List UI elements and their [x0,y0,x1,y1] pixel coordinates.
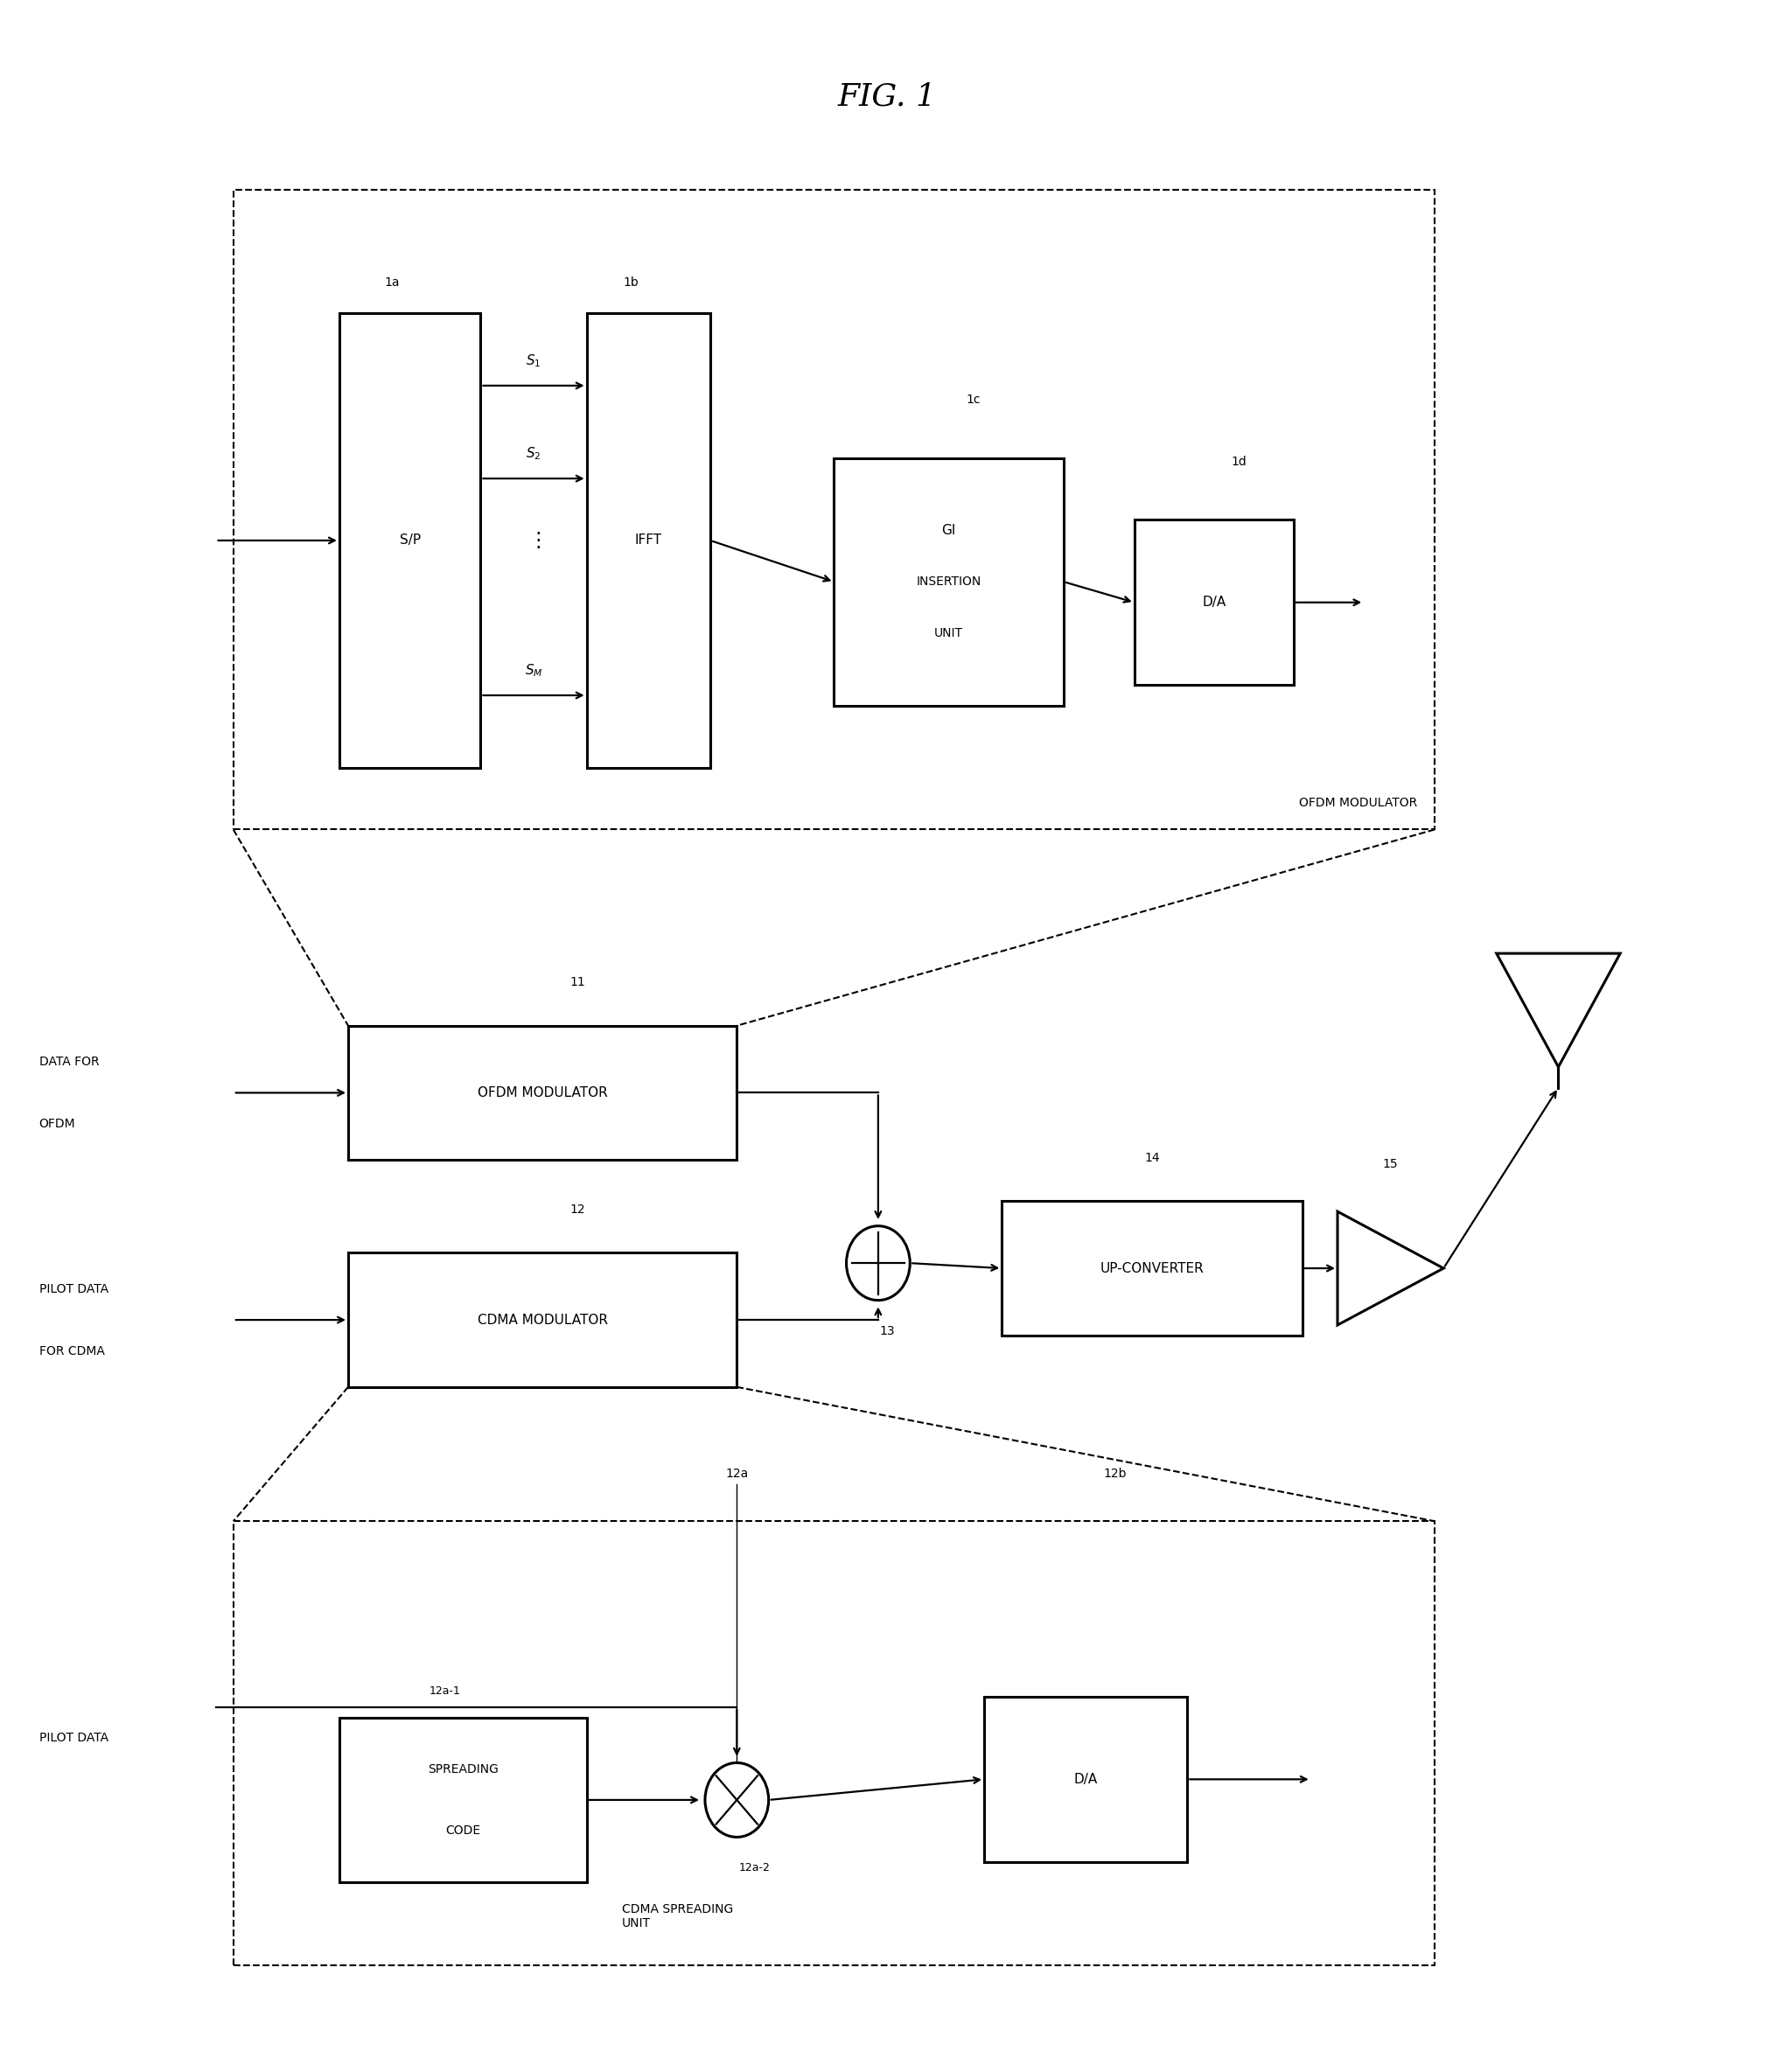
Bar [587,313,710,767]
Bar [339,1718,587,1883]
Text: $S_2$: $S_2$ [527,445,541,462]
Text: FOR CDMA: FOR CDMA [39,1345,105,1357]
Text: 12b: 12b [1103,1467,1126,1479]
Bar [234,1521,1435,1964]
Text: 14: 14 [1144,1152,1160,1164]
Text: 12a-2: 12a-2 [738,1863,770,1873]
Polygon shape [1338,1212,1444,1326]
Bar [985,1697,1187,1863]
Bar [234,189,1435,829]
Text: OFDM MODULATOR: OFDM MODULATOR [1299,796,1417,808]
Polygon shape [1497,953,1620,1067]
Text: 13: 13 [880,1326,894,1336]
Text: D/A: D/A [1073,1774,1098,1786]
Text: PILOT DATA: PILOT DATA [39,1283,108,1295]
Text: 15: 15 [1382,1158,1398,1171]
Text: DATA FOR: DATA FOR [39,1057,99,1067]
Text: INSERTION: INSERTION [917,576,981,588]
Bar [1134,520,1293,686]
Text: 12a-1: 12a-1 [429,1685,461,1697]
Bar [339,313,481,767]
Text: $\vdots$: $\vdots$ [527,530,541,551]
Bar [348,1026,736,1160]
Text: S/P: S/P [399,535,420,547]
Text: CODE: CODE [445,1825,481,1838]
Text: 11: 11 [569,976,585,988]
Text: FIG. 1: FIG. 1 [837,81,937,112]
Text: 1d: 1d [1231,456,1247,468]
Text: $S_M$: $S_M$ [525,663,543,680]
Text: 1b: 1b [623,276,639,288]
Text: GI: GI [942,524,956,537]
Text: 12a: 12a [726,1467,749,1479]
Bar [348,1254,736,1386]
Text: OFDM: OFDM [39,1117,75,1129]
Bar [1002,1202,1302,1334]
Text: D/A: D/A [1203,597,1226,609]
Text: CDMA MODULATOR: CDMA MODULATOR [477,1314,608,1326]
Text: UP-CONVERTER: UP-CONVERTER [1100,1262,1205,1274]
Text: OFDM MODULATOR: OFDM MODULATOR [477,1086,607,1100]
Bar [834,458,1064,707]
Text: CDMA SPREADING
UNIT: CDMA SPREADING UNIT [623,1904,733,1929]
Text: PILOT DATA: PILOT DATA [39,1732,108,1745]
Text: UNIT: UNIT [935,628,963,640]
Text: $S_1$: $S_1$ [527,352,541,369]
Text: IFFT: IFFT [635,535,662,547]
Text: 1a: 1a [385,276,399,288]
Text: SPREADING: SPREADING [428,1763,498,1776]
Text: 12: 12 [569,1204,585,1216]
Text: 1c: 1c [967,394,981,406]
